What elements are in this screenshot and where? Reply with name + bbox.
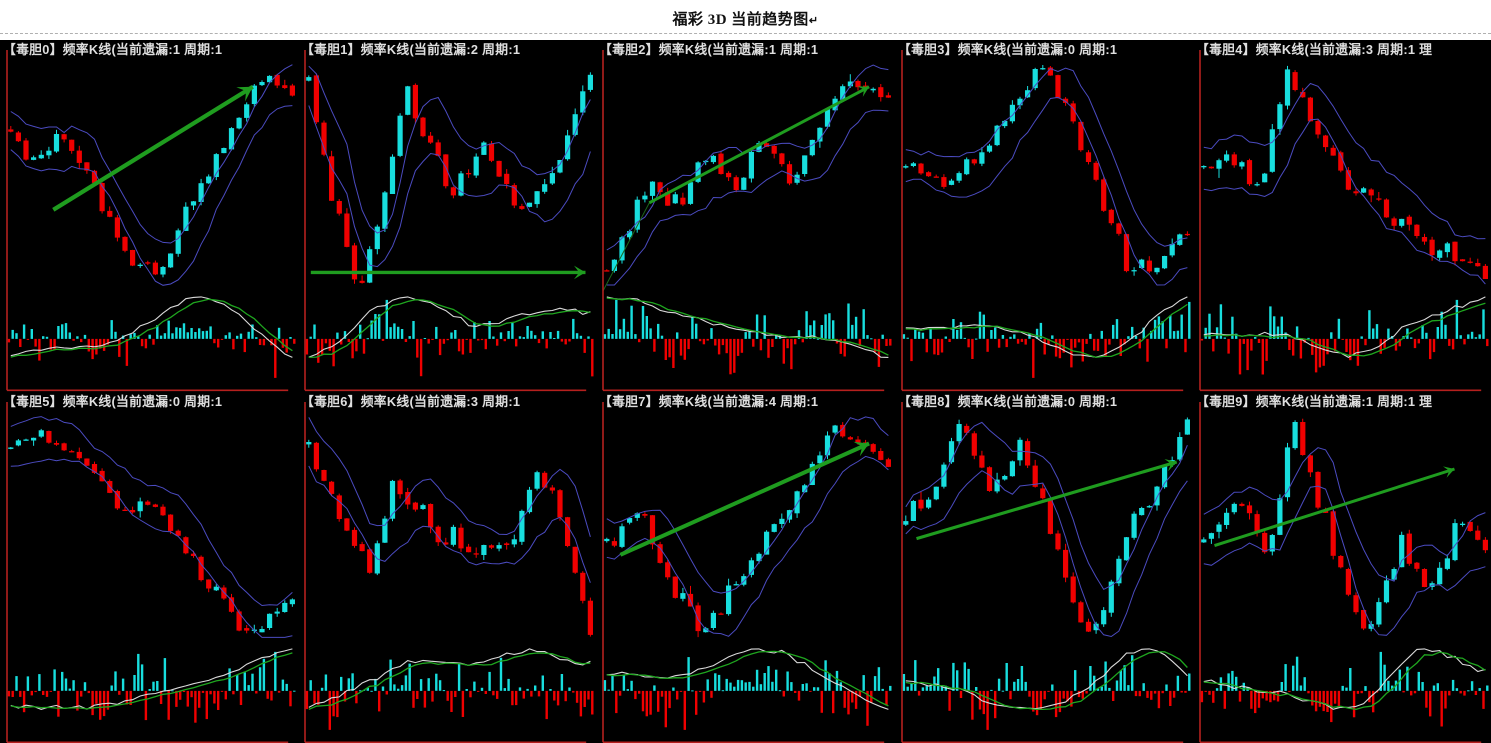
svg-text:【毒胆6】频率K线(当前遗漏:3 周期:1: 【毒胆6】频率K线(当前遗漏:3 周期:1: [301, 393, 520, 408]
svg-text:【毒胆8】频率K线(当前遗漏:0 周期:1: 【毒胆8】频率K线(当前遗漏:0 周期:1: [898, 393, 1117, 408]
svg-text:【毒胆1】频率K线(当前遗漏:2 周期:1: 【毒胆1】频率K线(当前遗漏:2 周期:1: [301, 42, 520, 57]
svg-text:【毒胆9】频率K线(当前遗漏:1 周期:1 理: 【毒胆9】频率K线(当前遗漏:1 周期:1 理: [1196, 393, 1432, 408]
svg-text:【毒胆2】频率K线(当前遗漏:1 周期:1: 【毒胆2】频率K线(当前遗漏:1 周期:1: [599, 42, 818, 57]
svg-text:【毒胆4】频率K线(当前遗漏:3 周期:1 理: 【毒胆4】频率K线(当前遗漏:3 周期:1 理: [1196, 42, 1432, 57]
svg-text:【毒胆7】频率K线(当前遗漏:4 周期:1: 【毒胆7】频率K线(当前遗漏:4 周期:1: [599, 393, 818, 408]
svg-text:【毒胆0】频率K线(当前遗漏:1 周期:1: 【毒胆0】频率K线(当前遗漏:1 周期:1: [3, 42, 222, 57]
svg-text:【毒胆5】频率K线(当前遗漏:0 周期:1: 【毒胆5】频率K线(当前遗漏:0 周期:1: [3, 393, 222, 408]
svg-text:【毒胆3】频率K线(当前遗漏:0 周期:1: 【毒胆3】频率K线(当前遗漏:0 周期:1: [898, 42, 1117, 57]
